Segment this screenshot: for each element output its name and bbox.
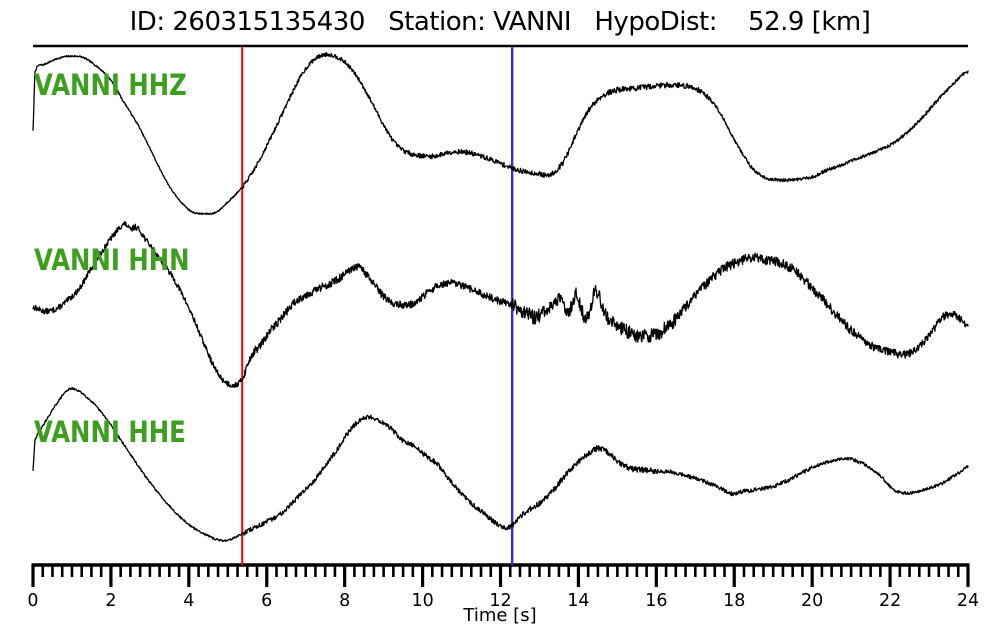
waveform-trace-hhn [32,221,969,389]
trace-label-hhn: VANNI HHN [34,243,190,277]
trace-label-hhe: VANNI HHE [34,415,186,449]
tick-label: 14 [567,591,590,611]
pick-lines-group [241,47,514,565]
waveform-trace-hhe [32,387,969,543]
tick-label: 22 [878,591,902,611]
tick-label: 4 [183,591,195,611]
tick-label: 2 [105,591,117,611]
figure-title: ID: 260315135430 Station: VANNI HypoDist… [129,7,871,37]
trace-label-hhz: VANNI HHZ [34,68,187,102]
waveform-trace-hhz [32,51,969,216]
tick-label: 0 [27,591,39,611]
tick-label: 24 [956,591,980,611]
tick-label: 18 [723,591,746,611]
axis-ticks-group [31,565,970,587]
tick-label: 10 [411,591,434,611]
tick-label: 20 [801,591,824,611]
tick-label: 16 [645,591,668,611]
waveform-traces-group [32,51,969,543]
tick-label: 8 [339,591,351,611]
time-axis-label: Time [s] [463,605,537,626]
tick-label: 6 [261,591,273,611]
tick-label: 12 [489,591,512,611]
